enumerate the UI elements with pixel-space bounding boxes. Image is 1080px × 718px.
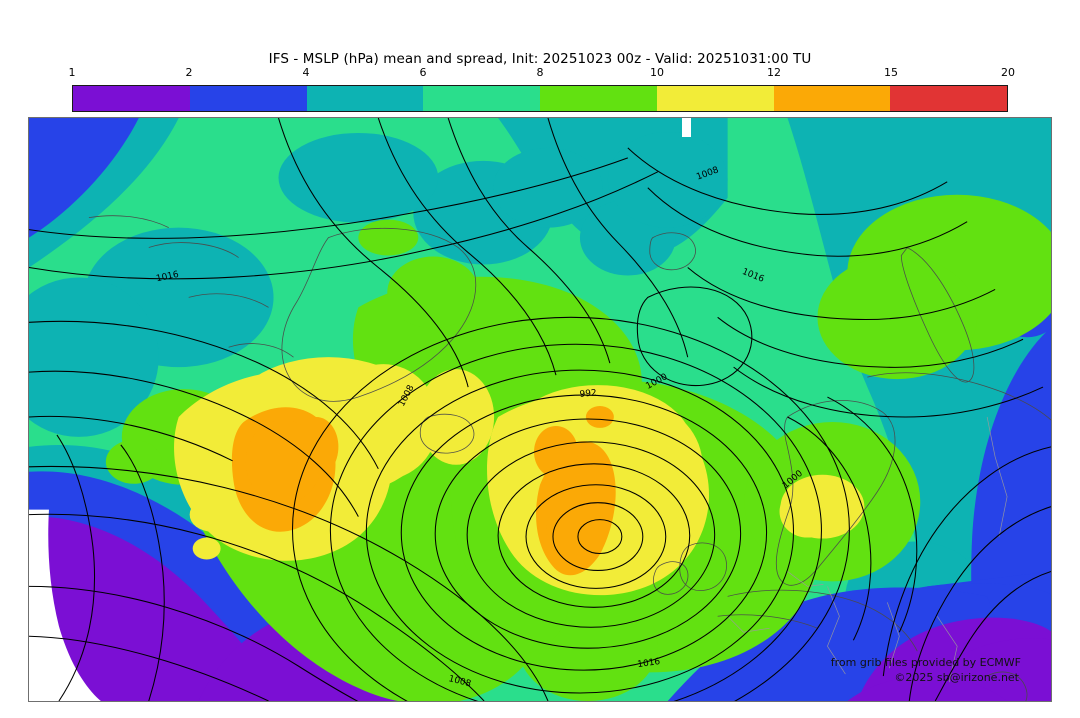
colorbar-segment-4-6: [306, 86, 424, 111]
map-render: 992 1000 1000 1008 1008 1008 1016 1016 1…: [29, 118, 1051, 701]
colorbar-segment-1-2: [73, 86, 190, 111]
colorbar-tick-6: 6: [419, 66, 427, 79]
page-title: IFS - MSLP (hPa) mean and spread, Init: …: [268, 51, 812, 67]
mslp-contours-layer: [29, 118, 1051, 701]
colorbar-tick-1: 1: [68, 66, 76, 79]
contour-label-1016c: 1016: [637, 657, 661, 670]
colorbar-tick-labels: 1 2 4 6 8 10 12 15 20: [68, 66, 1016, 82]
colorbar-tick-4: 4: [302, 66, 310, 79]
colorbar-segment-15-20: [890, 86, 1007, 111]
colorbar-tick-8: 8: [536, 66, 544, 79]
coastlines-layer: [88, 215, 1051, 701]
contour-label-1016a: 1016: [155, 270, 180, 285]
contour-label-992: 992: [579, 388, 597, 400]
colorbar-gradient: [72, 85, 1008, 112]
colorbar-tick-15: 15: [884, 66, 898, 79]
spread-colorbar: 1 2 4 6 8 10 12 15 20: [68, 66, 1016, 114]
colorbar-tick-12: 12: [767, 66, 781, 79]
colorbar-pointer-notch: [682, 118, 691, 137]
weather-map[interactable]: 992 1000 1000 1008 1008 1008 1016 1016 1…: [28, 117, 1052, 702]
colorbar-tick-10: 10: [650, 66, 664, 79]
colorbar-tick-20: 20: [1001, 66, 1015, 79]
colorbar-segment-6-8: [423, 86, 540, 111]
colorbar-segment-10-12: [656, 86, 774, 111]
colorbar-segment-8-10: [540, 86, 657, 111]
map-canvas: 992 1000 1000 1008 1008 1008 1016 1016 1…: [29, 118, 1051, 701]
colorbar-segment-12-15: [773, 86, 891, 111]
spread-shading-layer: [29, 118, 1051, 701]
colorbar-segment-2-4: [189, 86, 307, 111]
colorbar-tick-2: 2: [185, 66, 193, 79]
